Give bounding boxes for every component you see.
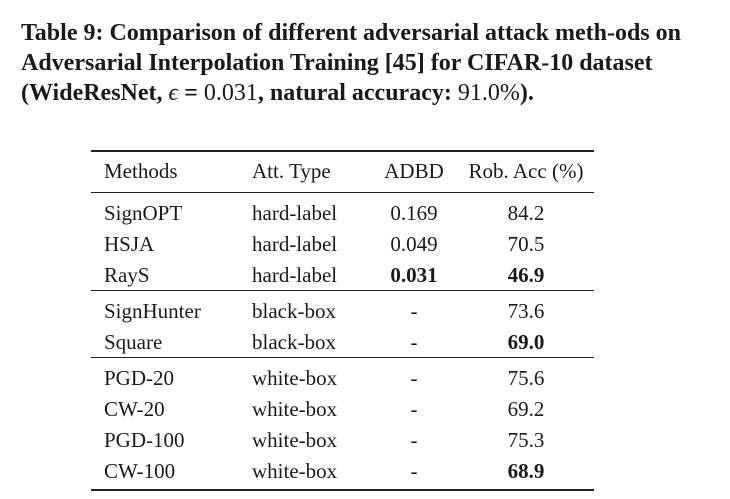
cell-rob-acc: 84.2 [507, 201, 545, 225]
header-adbd: ADBD [370, 151, 458, 193]
cell-adbd: - [370, 327, 458, 358]
cell-adbd: 0.031 [370, 260, 458, 291]
cell-adbd: - [410, 428, 418, 452]
cell-att-type: white-box [252, 366, 338, 390]
cell-rob-acc: 46.9 [458, 260, 594, 291]
cell-rob-acc: 70.5 [507, 232, 545, 256]
caption-text: Table 9: Comparison of different adversa… [21, 20, 681, 106]
table-row: HSJA hard-label 0.049 70.5 [91, 229, 594, 260]
cell-adbd: - [410, 366, 418, 390]
cell-adbd: - [410, 397, 418, 421]
natural-accuracy-value: 91.0% [457, 80, 520, 106]
table-caption: Table 9: Comparison of different adversa… [21, 18, 701, 108]
cell-method: SignHunter [104, 299, 201, 323]
table-row: RayS hard-label 0.031 46.9 [91, 260, 594, 291]
cell-att-type: white-box [252, 397, 338, 421]
header-rob-acc: Rob. Acc (%) [458, 151, 594, 193]
cell-rob-acc: 69.0 [458, 327, 594, 358]
cell-method: RayS [91, 260, 252, 291]
results-table: Methods Att. Type ADBD Rob. Acc (%) Sign… [91, 150, 594, 491]
cell-rob-acc: 73.6 [507, 299, 545, 323]
cell-rob-acc: 68.9 [507, 459, 545, 483]
cell-att-type: hard-label [252, 260, 370, 291]
cell-att-type: black-box [252, 327, 370, 358]
cell-rob-acc: 75.6 [507, 366, 545, 390]
table-row: CW-100 white-box - 68.9 [91, 456, 594, 490]
epsilon-symbol: ϵ [168, 80, 179, 106]
table-row: Square black-box -69.0 [91, 327, 594, 358]
table-row: CW-20 white-box - 69.2 [91, 394, 594, 425]
cell-att-type: hard-label [252, 201, 338, 225]
cell-rob-acc: 69.2 [507, 397, 545, 421]
cell-adbd: 0.169 [390, 201, 438, 225]
table-body: SignOPT hard-label 0.169 84.2 HSJA hard-label… [91, 193, 594, 491]
cell-method: CW-100 [104, 459, 176, 483]
cell-att-type: hard-label [252, 232, 338, 256]
caption-equals: = [178, 80, 204, 106]
cell-method: HSJA [104, 232, 155, 256]
table-header-row: Methods Att. Type ADBD Rob. Acc (%) [91, 151, 594, 193]
table-row: SignOPT hard-label 0.169 84.2 [91, 193, 594, 230]
cell-adbd: 0.049 [390, 232, 438, 256]
cell-rob-acc: 75.3 [507, 428, 545, 452]
caption-end: ). [519, 80, 534, 106]
cell-method: PGD-100 [104, 428, 185, 452]
cell-att-type: white-box [252, 428, 338, 452]
header-methods: Methods [91, 151, 252, 193]
cell-adbd: - [410, 459, 418, 483]
cell-att-type: white-box [252, 459, 338, 483]
cell-method: SignOPT [104, 201, 183, 225]
cell-method: PGD-20 [104, 366, 175, 390]
cell-method: Square [91, 327, 252, 358]
table-row: SignHunter black-box - 73.6 [91, 291, 594, 328]
caption-natural-label: , natural accuracy: [257, 80, 458, 106]
header-att-type: Att. Type [252, 151, 370, 193]
epsilon-value: 0.031 [203, 80, 258, 106]
table-row: PGD-100 white-box - 75.3 [91, 425, 594, 456]
table-row: PGD-20 white-box - 75.6 [91, 358, 594, 395]
cell-adbd: - [410, 299, 418, 323]
cell-method: CW-20 [104, 397, 165, 421]
cell-att-type: black-box [252, 299, 336, 323]
